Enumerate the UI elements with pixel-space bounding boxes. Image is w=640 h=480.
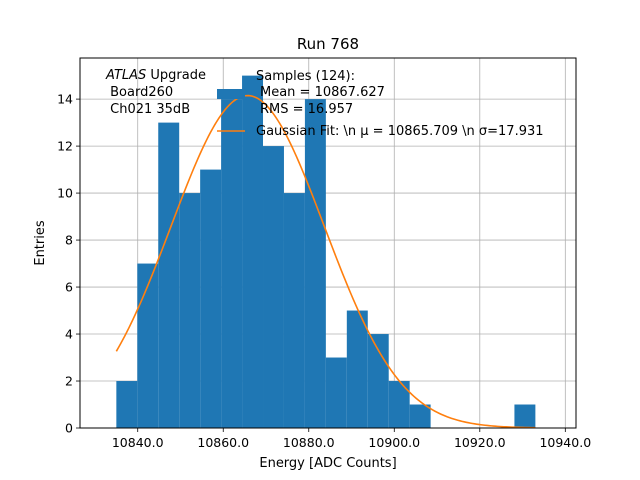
legend-mean-label: Mean = 10867.627 [260, 85, 385, 100]
y-tick-label-7: 14 [57, 92, 73, 107]
y-tick-label-4: 8 [65, 233, 73, 248]
gaussian-fit-curve [115, 94, 536, 429]
histogram-bar-12 [367, 334, 389, 428]
histogram-bar-3 [179, 193, 201, 428]
histogram-bar-6 [242, 75, 264, 428]
chart-title: Run 768 [297, 35, 359, 53]
x-tick-label-4: 10920.0 [454, 435, 506, 450]
histogram-bar-7 [263, 146, 284, 428]
y-tick-label-3: 6 [65, 280, 73, 295]
y-tick-label-2: 4 [65, 327, 73, 342]
histogram-bar-0 [116, 381, 138, 428]
y-tick-label-6: 12 [57, 139, 73, 154]
x-tick-label-0: 10840.0 [112, 435, 164, 450]
y-tick-label-0: 0 [65, 421, 73, 436]
legend-bar-swatch [217, 89, 245, 99]
atlas-annotation: ATLAS Upgrade Board260 Ch021 35dB [105, 68, 206, 117]
histogram-bar-2 [158, 122, 180, 428]
histogram-bar-5 [221, 99, 243, 428]
gaussian-fit [115, 94, 536, 429]
legend-rms-label: RMS = 16.957 [260, 102, 353, 117]
histogram-bar-11 [346, 310, 368, 428]
histogram-bar-4 [200, 169, 222, 429]
x-tick-label-5: 10940.0 [539, 435, 591, 450]
plot-area-frame [79, 57, 577, 429]
y-tick-label-1: 2 [65, 374, 73, 389]
y-axis-label: Entries [33, 220, 48, 266]
legend: Samples (124): Mean = 10867.627 RMS = 16… [217, 69, 544, 139]
x-tick-label-3: 10900.0 [368, 435, 420, 450]
annotation-line-1: ATLAS Upgrade [105, 68, 206, 83]
x-tick-label-1: 10860.0 [197, 435, 249, 450]
annotation-upgrade: Upgrade [146, 68, 206, 83]
y-axis-ticks: 0 2 4 6 8 10 12 14 [57, 92, 80, 436]
histogram-bar-13 [388, 381, 410, 428]
x-axis-label: Energy [ADC Counts] [259, 456, 396, 471]
annotation-line-2: Board260 [106, 85, 173, 100]
legend-samples-label: Samples (124): [256, 69, 355, 84]
histogram-bar-1 [137, 263, 159, 428]
annotation-atlas: ATLAS [105, 68, 146, 83]
y-tick-label-5: 10 [57, 186, 73, 201]
histogram-bar-19 [514, 404, 536, 428]
x-axis-ticks: 10840.0 10860.0 10880.0 10900.0 10920.0 10940… [112, 428, 591, 450]
legend-fit-label: Gaussian Fit: \n μ = 10865.709 \n σ=17.9… [256, 124, 544, 139]
histogram-bar-10 [325, 357, 347, 428]
histogram-bar-14 [409, 404, 431, 428]
histogram-bar-9 [304, 99, 326, 428]
x-tick-label-2: 10880.0 [283, 435, 335, 450]
histogram-bar-8 [283, 193, 305, 428]
annotation-line-3: Ch021 35dB [106, 102, 190, 117]
